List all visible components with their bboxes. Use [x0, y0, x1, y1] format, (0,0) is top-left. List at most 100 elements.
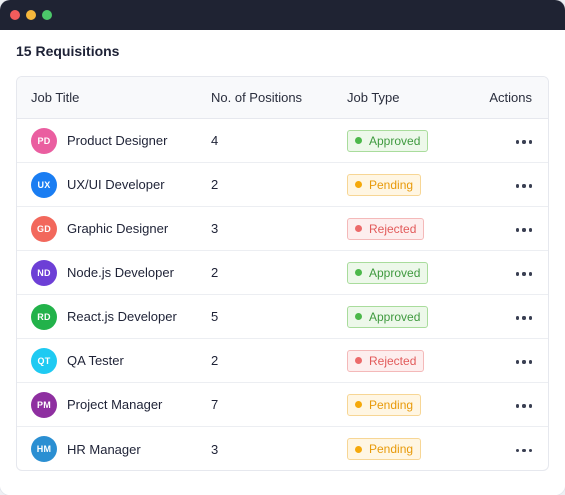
more-horizontal-icon[interactable] [515, 223, 532, 237]
more-horizontal-icon[interactable] [515, 311, 532, 325]
job-type-cell: Approved [333, 129, 463, 152]
avatar: PD [31, 127, 57, 154]
positions-count: 2 [211, 353, 219, 368]
status-badge: Approved [347, 129, 429, 152]
table-row[interactable]: PD Product Designer 4 Approved [17, 119, 548, 163]
job-type-cell: Pending [333, 393, 463, 416]
job-title-cell: PM Project Manager [17, 391, 197, 418]
more-horizontal-icon[interactable] [515, 267, 532, 281]
job-title-cell: PD Product Designer [17, 127, 197, 154]
table-row[interactable]: ND Node.js Developer 2 Approved [17, 251, 548, 295]
positions-count: 5 [211, 309, 219, 324]
actions-cell [463, 352, 548, 369]
job-type-cell: Pending [333, 173, 463, 196]
more-horizontal-icon[interactable] [515, 179, 532, 193]
job-title: QA Tester [67, 353, 124, 368]
job-title: HR Manager [67, 441, 141, 457]
job-title: Node.js Developer [67, 265, 174, 280]
job-type-cell: Rejected [333, 349, 463, 372]
more-horizontal-icon[interactable] [515, 444, 532, 458]
actions-cell [463, 132, 548, 149]
maximize-window-dot[interactable] [42, 10, 52, 20]
actions-cell [463, 220, 548, 237]
job-type-cell: Approved [333, 261, 463, 284]
status-badge: Rejected [347, 349, 425, 372]
avatar: PM [31, 391, 57, 418]
status-badge: Pending [347, 438, 422, 460]
job-type-cell: Pending [333, 438, 463, 460]
status-label: Approved [369, 265, 421, 280]
actions-cell [463, 308, 548, 325]
status-label: Rejected [369, 221, 417, 236]
status-dot-icon [355, 313, 362, 320]
more-horizontal-icon[interactable] [515, 135, 532, 149]
positions-count: 7 [211, 397, 219, 412]
status-dot-icon [355, 137, 362, 144]
job-title-cell: UX UX/UI Developer [17, 171, 197, 198]
table-header: Job Title No. of Positions Job Type Acti… [17, 77, 548, 119]
avatar: UX [31, 171, 57, 198]
status-label: Approved [369, 133, 421, 148]
column-header-positions: No. of Positions [211, 90, 303, 105]
status-dot-icon [355, 445, 362, 453]
job-title: Graphic Designer [67, 221, 169, 236]
positions-count: 3 [211, 441, 219, 457]
status-badge: Rejected [347, 217, 425, 240]
job-title: Product Designer [67, 133, 168, 148]
table-row[interactable]: PM Project Manager 7 Pending [17, 383, 548, 427]
minimize-window-dot[interactable] [26, 10, 36, 20]
job-title-cell: HM HR Manager [17, 436, 197, 462]
status-dot-icon [355, 401, 362, 408]
positions-count: 3 [211, 221, 219, 236]
more-horizontal-icon[interactable] [515, 399, 532, 413]
actions-cell [463, 264, 548, 281]
table-row[interactable]: GD Graphic Designer 3 Rejected [17, 207, 548, 251]
window-titlebar [0, 0, 565, 30]
status-label: Approved [369, 309, 421, 324]
table-row[interactable]: HM HR Manager 3 Pending [17, 427, 548, 470]
status-badge: Approved [347, 261, 429, 284]
job-title: React.js Developer [67, 309, 177, 324]
job-title-cell: ND Node.js Developer [17, 259, 197, 286]
column-header-actions: Actions [489, 90, 532, 105]
column-header-job-title: Job Title [31, 90, 80, 105]
table-row[interactable]: UX UX/UI Developer 2 Pending [17, 163, 548, 207]
job-title-cell: RD React.js Developer [17, 303, 197, 330]
status-dot-icon [355, 357, 362, 364]
table-row[interactable]: RD React.js Developer 5 Approved [17, 295, 548, 339]
status-label: Rejected [369, 353, 417, 368]
job-type-cell: Approved [333, 305, 463, 328]
job-title-cell: QT QA Tester [17, 347, 197, 374]
status-dot-icon [355, 181, 362, 188]
more-horizontal-icon[interactable] [515, 355, 532, 369]
job-title: UX/UI Developer [67, 177, 165, 192]
avatar: ND [31, 259, 57, 286]
positions-count: 2 [211, 265, 219, 280]
actions-cell [463, 396, 548, 413]
positions-count: 4 [211, 133, 219, 148]
column-header-job-type: Job Type [347, 90, 400, 105]
table-body: PD Product Designer 4 Approved UX UX/UI … [17, 119, 548, 470]
close-window-dot[interactable] [10, 10, 20, 20]
job-title: Project Manager [67, 397, 163, 412]
positions-count: 2 [211, 177, 219, 192]
avatar: RD [31, 303, 57, 330]
status-label: Pending [369, 442, 414, 456]
requisitions-table: Job Title No. of Positions Job Type Acti… [16, 76, 549, 471]
status-badge: Approved [347, 305, 429, 328]
avatar: QT [31, 347, 57, 374]
avatar: HM [31, 436, 57, 462]
job-title-cell: GD Graphic Designer [17, 215, 197, 242]
table-row[interactable]: QT QA Tester 2 Rejected [17, 339, 548, 383]
job-type-cell: Rejected [333, 217, 463, 240]
main-content: 15 Requisitions Job Title No. of Positio… [0, 30, 565, 495]
page-title: 15 Requisitions [16, 43, 120, 59]
actions-cell [463, 440, 548, 457]
status-label: Pending [369, 177, 414, 192]
avatar: GD [31, 215, 57, 242]
status-dot-icon [355, 269, 362, 276]
status-label: Pending [369, 397, 414, 412]
status-badge: Pending [347, 173, 422, 196]
status-dot-icon [355, 225, 362, 232]
